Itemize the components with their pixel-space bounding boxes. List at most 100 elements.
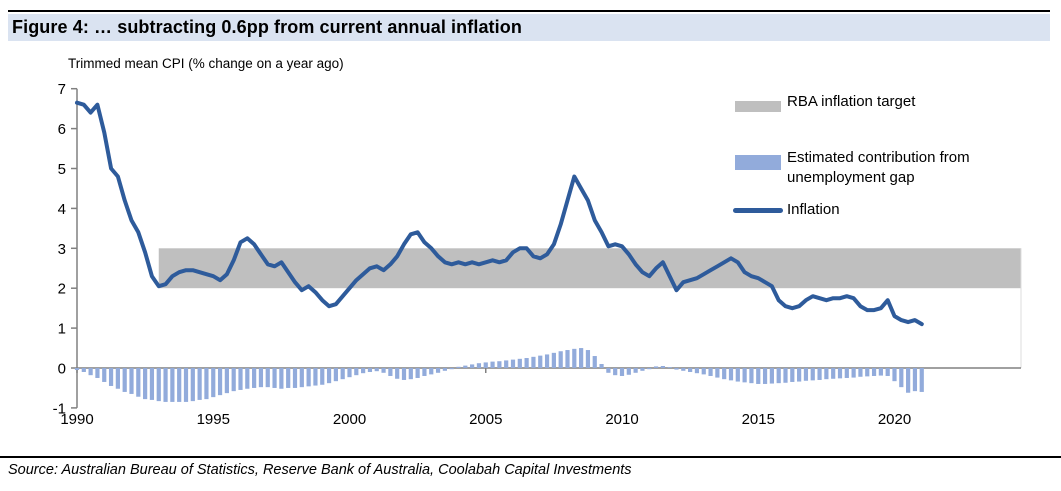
unemployment-gap-bar: [899, 368, 904, 388]
unemployment-gap-bar: [878, 368, 883, 376]
unemployment-gap-bar: [102, 368, 107, 382]
x-tick-label: 2010: [605, 411, 638, 428]
y-tick-label: 5: [58, 161, 66, 178]
unemployment-gap-bar: [572, 348, 577, 368]
unemployment-gap-bar: [490, 361, 495, 368]
unemployment-gap-bar: [483, 362, 488, 368]
unemployment-gap-bar: [742, 368, 747, 383]
x-tick-label: 2005: [469, 411, 502, 428]
unemployment-gap-bar: [851, 368, 856, 378]
unemployment-gap-bar: [204, 368, 209, 400]
unemployment-gap-bar: [906, 368, 911, 393]
unemployment-gap-bar: [871, 368, 877, 376]
y-tick-label: -1: [53, 400, 66, 417]
unemployment-gap-bar: [279, 368, 284, 389]
unemployment-gap-bar: [510, 359, 516, 368]
unemployment-gap-bar: [136, 368, 141, 397]
unemployment-gap-bar: [224, 368, 229, 394]
unemployment-gap-bar: [844, 368, 849, 378]
unemployment-gap-bar: [592, 356, 597, 368]
unemployment-gap-bar: [579, 348, 584, 368]
y-tick-label: 3: [58, 241, 66, 258]
unemployment-gap-bar: [367, 368, 373, 372]
unemployment-gap-bar: [647, 368, 652, 370]
unemployment-gap-bar: [429, 368, 434, 375]
unemployment-gap-bar: [735, 368, 740, 382]
x-tick-label: 2000: [333, 411, 366, 428]
unemployment-gap-bar: [688, 368, 693, 372]
unemployment-gap-bar: [885, 368, 890, 376]
unemployment-gap-bar: [265, 368, 270, 388]
unemployment-gap-bar: [231, 368, 236, 392]
unemployment-gap-bar: [347, 368, 352, 378]
unemployment-gap-bar: [599, 364, 604, 368]
unemployment-gap-bar: [694, 368, 700, 374]
unemployment-gap-bar: [769, 368, 774, 384]
unemployment-gap-bar: [211, 368, 216, 398]
y-tick-label: 6: [58, 121, 66, 138]
unemployment-gap-bar: [129, 368, 134, 394]
unemployment-gap-bar: [163, 368, 168, 402]
unemployment-gap-bar: [531, 356, 536, 368]
unemployment-gap-bar: [74, 368, 80, 370]
unemployment-gap-bar: [613, 368, 618, 376]
unemployment-gap-bar: [156, 368, 161, 402]
unemployment-gap-bar: [149, 368, 155, 400]
unemployment-gap-bar: [183, 368, 189, 402]
y-tick-label: 2: [58, 281, 66, 298]
unemployment-gap-bar: [912, 368, 918, 392]
unemployment-gap-bar: [831, 368, 836, 379]
unemployment-gap-bar: [660, 366, 665, 368]
axis-title: Trimmed mean CPI (% change on a year ago…: [68, 56, 344, 71]
unemployment-gap-bar: [252, 368, 257, 388]
unemployment-gap-bar: [442, 368, 447, 371]
unemployment-gap-bar: [667, 367, 672, 368]
unemployment-gap-bar: [238, 368, 243, 390]
y-tick-label: 1: [58, 321, 66, 338]
unemployment-gap-bar: [558, 351, 563, 368]
unemployment-gap-bar: [381, 368, 386, 373]
unemployment-gap-bar: [388, 368, 393, 376]
unemployment-gap-bar: [320, 368, 325, 385]
unemployment-gap-bar: [272, 368, 277, 388]
unemployment-gap-bar: [415, 368, 420, 378]
unemployment-gap-bar: [776, 368, 781, 384]
unemployment-gap-bar: [245, 368, 250, 389]
unemployment-gap-bar: [258, 368, 264, 388]
x-tick-label: 1990: [60, 411, 93, 428]
unemployment-gap-bar: [476, 363, 482, 368]
rba-target-band: [158, 248, 1021, 289]
unemployment-gap-bar: [395, 368, 400, 379]
unemployment-gap-bar: [497, 361, 502, 368]
unemployment-gap-bar: [340, 368, 345, 380]
y-tick-label: 0: [58, 361, 66, 378]
source-top-rule: [0, 456, 1061, 458]
unemployment-gap-bar: [408, 368, 413, 380]
unemployment-gap-bar: [565, 350, 570, 368]
x-tick-label: 2020: [878, 411, 911, 428]
unemployment-gap-bar: [797, 368, 802, 382]
unemployment-gap-bar: [286, 368, 291, 388]
unemployment-gap-bar: [470, 364, 475, 368]
unemployment-gap-bar: [783, 368, 788, 383]
unemployment-gap-bar: [292, 368, 298, 388]
unemployment-gap-bar: [865, 368, 870, 377]
bar-swatch: [735, 155, 781, 170]
unemployment-gap-bar: [640, 368, 645, 371]
unemployment-gap-bar: [810, 368, 815, 381]
unemployment-gap-bar: [722, 368, 727, 380]
unemployment-gap-bar: [517, 358, 522, 368]
unemployment-gap-bar: [313, 368, 318, 386]
inflation-line: [75, 100, 924, 327]
unemployment-gap-bar: [88, 368, 93, 376]
legend-label: RBA inflation target: [787, 93, 916, 110]
x-tick-label: 2015: [742, 411, 775, 428]
unemployment-gap-bar: [715, 368, 720, 378]
unemployment-gap-bar: [115, 368, 120, 389]
unemployment-gap-bar: [306, 368, 311, 387]
unemployment-gap-bar: [326, 368, 332, 384]
unemployment-gap-bar: [756, 368, 761, 384]
unemployment-gap-bar: [538, 355, 543, 368]
figure-title: Figure 4: … subtracting 0.6pp from curre…: [12, 17, 522, 37]
unemployment-gap-bar: [449, 368, 454, 370]
